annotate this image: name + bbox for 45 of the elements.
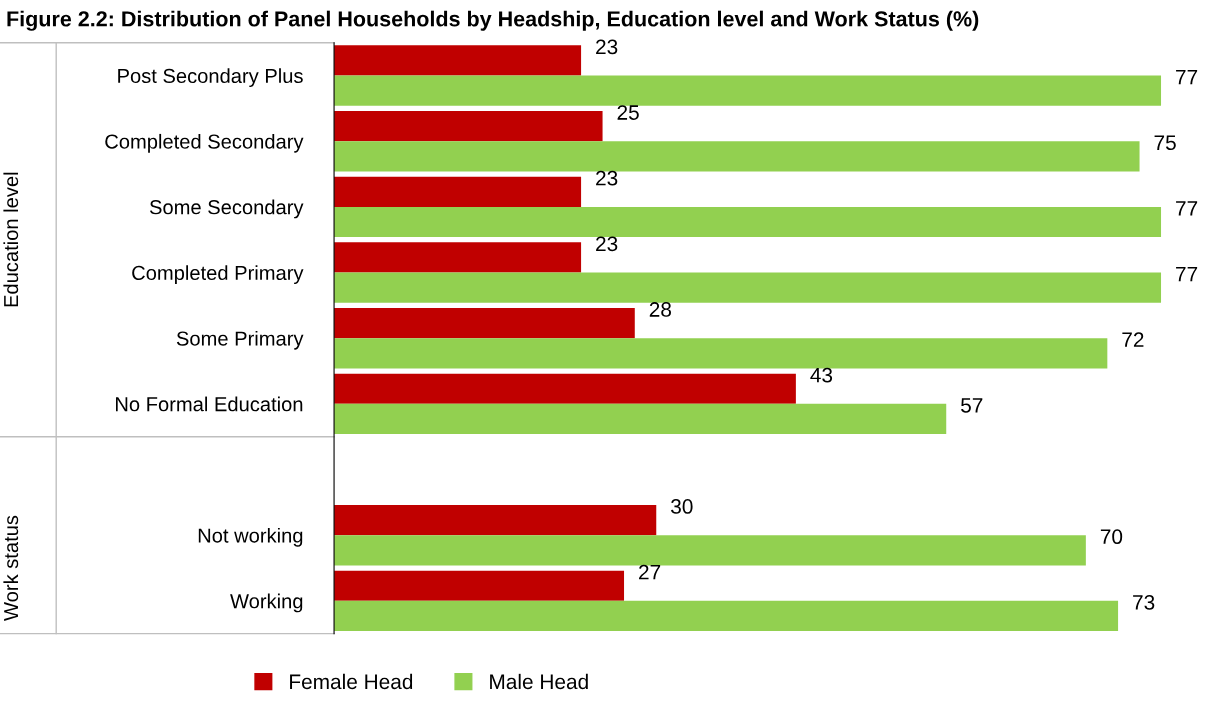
data-label: 73 — [1133, 594, 1155, 610]
bar — [334, 504, 657, 536]
bar — [334, 272, 1162, 303]
bar — [334, 45, 582, 76]
data-label: 23 — [596, 170, 618, 186]
data-label: 57 — [961, 398, 983, 413]
bar — [334, 242, 582, 273]
y-tick-label: Completed Secondary — [105, 133, 304, 153]
data-label: 30 — [671, 499, 693, 514]
data-label: 77 — [1176, 266, 1198, 282]
data-label: 77 — [1176, 69, 1198, 85]
bar — [334, 111, 603, 142]
data-label: 72 — [1122, 332, 1144, 347]
bar — [334, 535, 1086, 566]
text: Work status — [3, 515, 19, 621]
data-label: 27 — [639, 564, 661, 580]
y-tick-label: Post Secondary Plus — [118, 68, 303, 88]
y-tick-label: Completed Primary — [132, 265, 304, 285]
y-tick-label: No Formal Education — [116, 396, 303, 412]
bar — [334, 403, 947, 435]
y-tick-label: Some Primary — [176, 330, 304, 350]
data-label: 77 — [1176, 201, 1198, 216]
bar — [334, 176, 582, 207]
bar — [334, 600, 1119, 632]
bar — [334, 206, 1162, 238]
legend-label: Male Head — [490, 673, 588, 690]
bar — [334, 308, 635, 339]
data-label: 75 — [1154, 135, 1176, 151]
y-tick-label: Not working — [198, 527, 303, 547]
legend-label: Female Head — [290, 673, 413, 690]
y-tick-label: Working — [230, 593, 303, 613]
data-label: 43 — [810, 367, 833, 383]
bar — [334, 141, 1140, 172]
bar — [334, 75, 1162, 106]
bar — [334, 373, 796, 404]
text: Education level — [3, 172, 19, 307]
y-tick-label: Some Secondary — [149, 199, 304, 219]
bar — [334, 338, 1108, 369]
bar — [334, 570, 625, 601]
chart-title: Figure 2.2: Distribution of Panel Households by Headship, Education level and Work Status (%) — [7, 10, 979, 31]
data-label: 23 — [596, 236, 618, 252]
data-label: 25 — [617, 105, 639, 120]
data-label: 23 — [596, 39, 618, 55]
data-label: 28 — [649, 302, 672, 317]
data-label: 70 — [1100, 529, 1123, 545]
